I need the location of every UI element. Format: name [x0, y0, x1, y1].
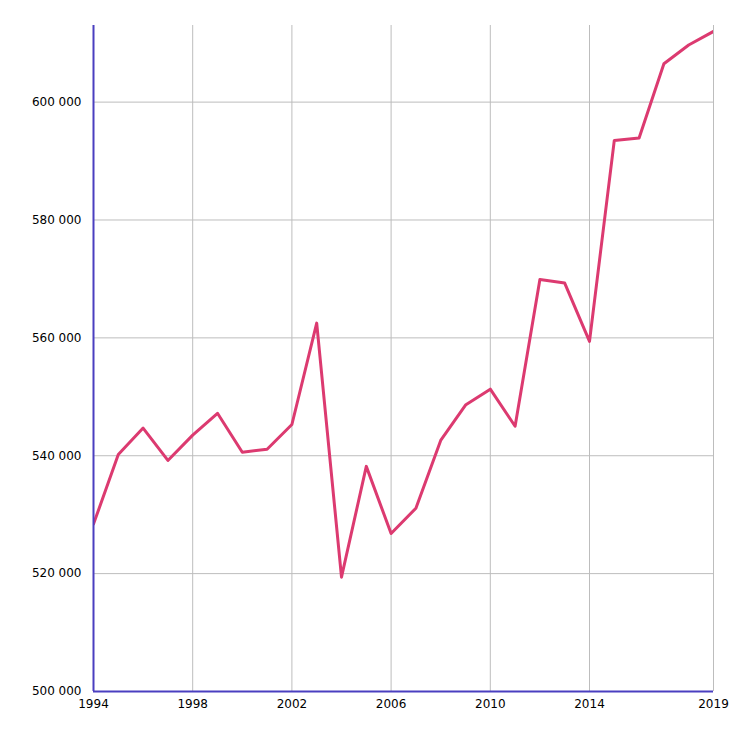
svg-text:500 000: 500 000 [32, 684, 82, 698]
svg-text:2006: 2006 [376, 697, 407, 711]
svg-text:520 000: 520 000 [32, 566, 82, 580]
svg-text:2019: 2019 [698, 697, 729, 711]
svg-text:560 000: 560 000 [32, 331, 82, 345]
svg-text:2010: 2010 [475, 697, 506, 711]
svg-text:600 000: 600 000 [32, 95, 82, 109]
svg-text:540 000: 540 000 [32, 449, 82, 463]
svg-text:2002: 2002 [277, 697, 308, 711]
svg-text:2014: 2014 [574, 697, 605, 711]
svg-text:1994: 1994 [78, 697, 109, 711]
svg-text:1998: 1998 [177, 697, 208, 711]
svg-text:580 000: 580 000 [32, 213, 82, 227]
